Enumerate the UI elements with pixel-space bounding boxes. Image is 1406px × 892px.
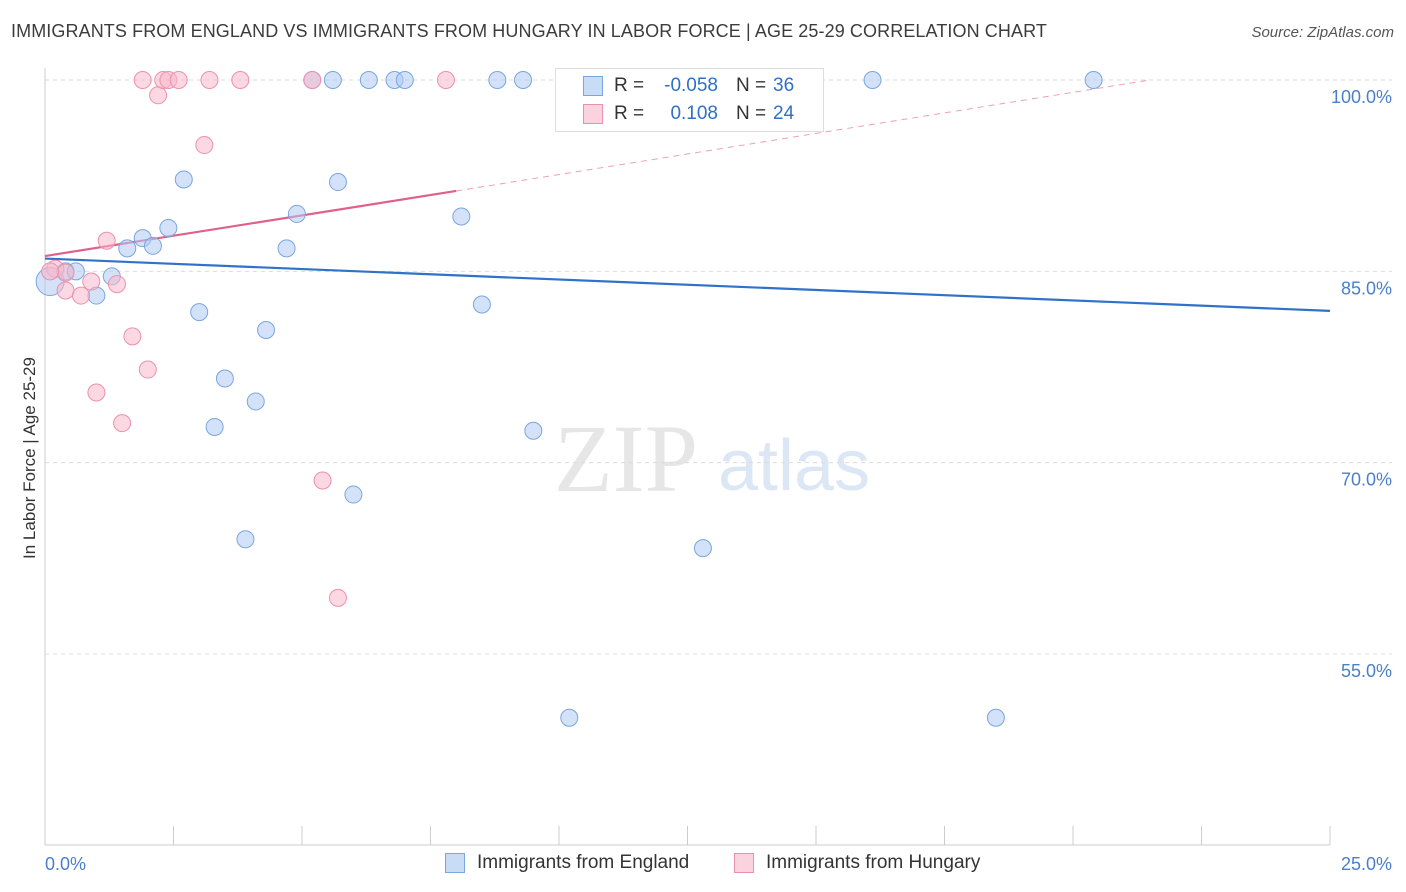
point-series-1-4 <box>82 272 101 291</box>
point-series-1-5 <box>87 383 106 402</box>
stats-legend: R = -0.058 N = 36 R = 0.108 N = 24 <box>555 68 824 132</box>
bottom-legend: Immigrants from England Immigrants from … <box>0 852 1406 878</box>
source-label: Source: ZipAtlas.com <box>1251 24 1394 41</box>
stats-row-hungary: R = 0.108 N = 24 <box>556 101 823 129</box>
point-series-0-16 <box>277 239 296 258</box>
y-tick-label-3: 55.0% <box>1341 661 1392 681</box>
point-series-1-12 <box>149 86 168 105</box>
point-series-0-19 <box>323 71 342 89</box>
trend-extension-series-1 <box>456 79 1151 192</box>
point-series-0-27 <box>488 71 507 89</box>
watermark-zip: ZIP <box>554 405 698 512</box>
point-series-0-11 <box>205 417 224 436</box>
point-series-0-12 <box>215 369 234 388</box>
chart-title: IMMIGRANTS FROM ENGLAND VS IMMIGRANTS FR… <box>11 21 1047 41</box>
y-axis-title: In Labor Force | Age 25-29 <box>20 357 39 559</box>
point-series-1-6 <box>97 231 116 250</box>
watermark-atlas: atlas <box>718 426 870 506</box>
point-series-0-21 <box>344 485 363 504</box>
point-series-0-22 <box>359 71 378 89</box>
point-series-1-21 <box>328 588 347 607</box>
point-series-0-5 <box>118 239 137 258</box>
point-series-0-15 <box>257 321 276 340</box>
hungary-r-label: R = <box>614 103 645 124</box>
england-swatch <box>583 76 603 96</box>
point-series-1-10 <box>133 71 152 89</box>
stats-row-england: R = -0.058 N = 36 <box>556 73 823 101</box>
point-series-0-14 <box>246 392 265 411</box>
y-tick-label-0: 100.0% <box>1331 87 1392 107</box>
point-series-0-13 <box>236 530 255 549</box>
legend-england-swatch <box>445 853 465 873</box>
hungary-n-value: 24 <box>773 103 795 124</box>
point-series-1-17 <box>200 71 219 89</box>
point-series-0-26 <box>472 295 491 314</box>
england-n-value: 36 <box>773 75 795 96</box>
legend-item-hungary: Immigrants from Hungary <box>734 852 980 874</box>
y-tick-label-1: 85.0% <box>1341 278 1392 298</box>
point-series-1-2 <box>56 281 75 300</box>
point-series-0-33 <box>863 71 882 89</box>
point-series-0-32 <box>693 539 712 558</box>
point-series-1-15 <box>169 71 188 89</box>
legend-england-label: Immigrants from England <box>477 852 690 873</box>
england-r-value: -0.058 <box>664 75 718 96</box>
hungary-n-label: N = <box>736 103 767 124</box>
point-series-1-8 <box>113 414 132 433</box>
point-series-1-16 <box>195 136 214 155</box>
point-series-0-8 <box>159 218 178 237</box>
point-series-1-3 <box>71 286 90 305</box>
england-n-label: N = <box>736 75 767 96</box>
point-series-1-9 <box>123 327 142 346</box>
england-r-label: R = <box>614 75 645 96</box>
point-series-1-11 <box>138 360 157 379</box>
legend-item-england: Immigrants from England <box>445 852 689 874</box>
point-series-1-20 <box>313 471 332 490</box>
x-tick-label-0: 0.0% <box>45 854 86 874</box>
point-series-0-28 <box>514 71 533 89</box>
point-series-0-9 <box>174 170 193 189</box>
x-tick-label-1: 25.0% <box>1341 854 1392 874</box>
hungary-swatch <box>583 104 603 124</box>
data-points <box>35 71 1103 727</box>
point-series-0-29 <box>524 421 543 440</box>
point-series-0-7 <box>143 236 162 255</box>
point-series-0-34 <box>986 708 1005 727</box>
legend-hungary-swatch <box>734 853 754 873</box>
point-series-0-10 <box>190 303 209 322</box>
legend-hungary-label: Immigrants from Hungary <box>766 852 981 873</box>
point-series-1-18 <box>231 71 250 89</box>
point-series-0-20 <box>328 173 347 192</box>
y-tick-label-2: 70.0% <box>1341 470 1392 490</box>
trend-line-series-0 <box>44 257 1331 312</box>
point-series-1-19 <box>303 71 322 89</box>
point-series-1-23 <box>41 262 60 281</box>
point-series-0-17 <box>287 204 306 223</box>
point-series-1-22 <box>436 71 455 89</box>
point-series-0-35 <box>1084 71 1103 89</box>
gridlines <box>45 79 1392 655</box>
hungary-r-value: 0.108 <box>670 103 718 124</box>
point-series-0-25 <box>452 207 471 226</box>
point-series-1-1 <box>56 263 75 282</box>
point-series-0-30 <box>560 708 579 727</box>
point-series-0-24 <box>395 71 414 89</box>
axes <box>44 68 1331 846</box>
tick-labels: 100.0% 85.0% 70.0% 55.0% 0.0% 25.0% <box>45 87 1392 874</box>
point-series-1-7 <box>107 275 126 294</box>
watermark: ZIP atlas <box>554 405 870 512</box>
